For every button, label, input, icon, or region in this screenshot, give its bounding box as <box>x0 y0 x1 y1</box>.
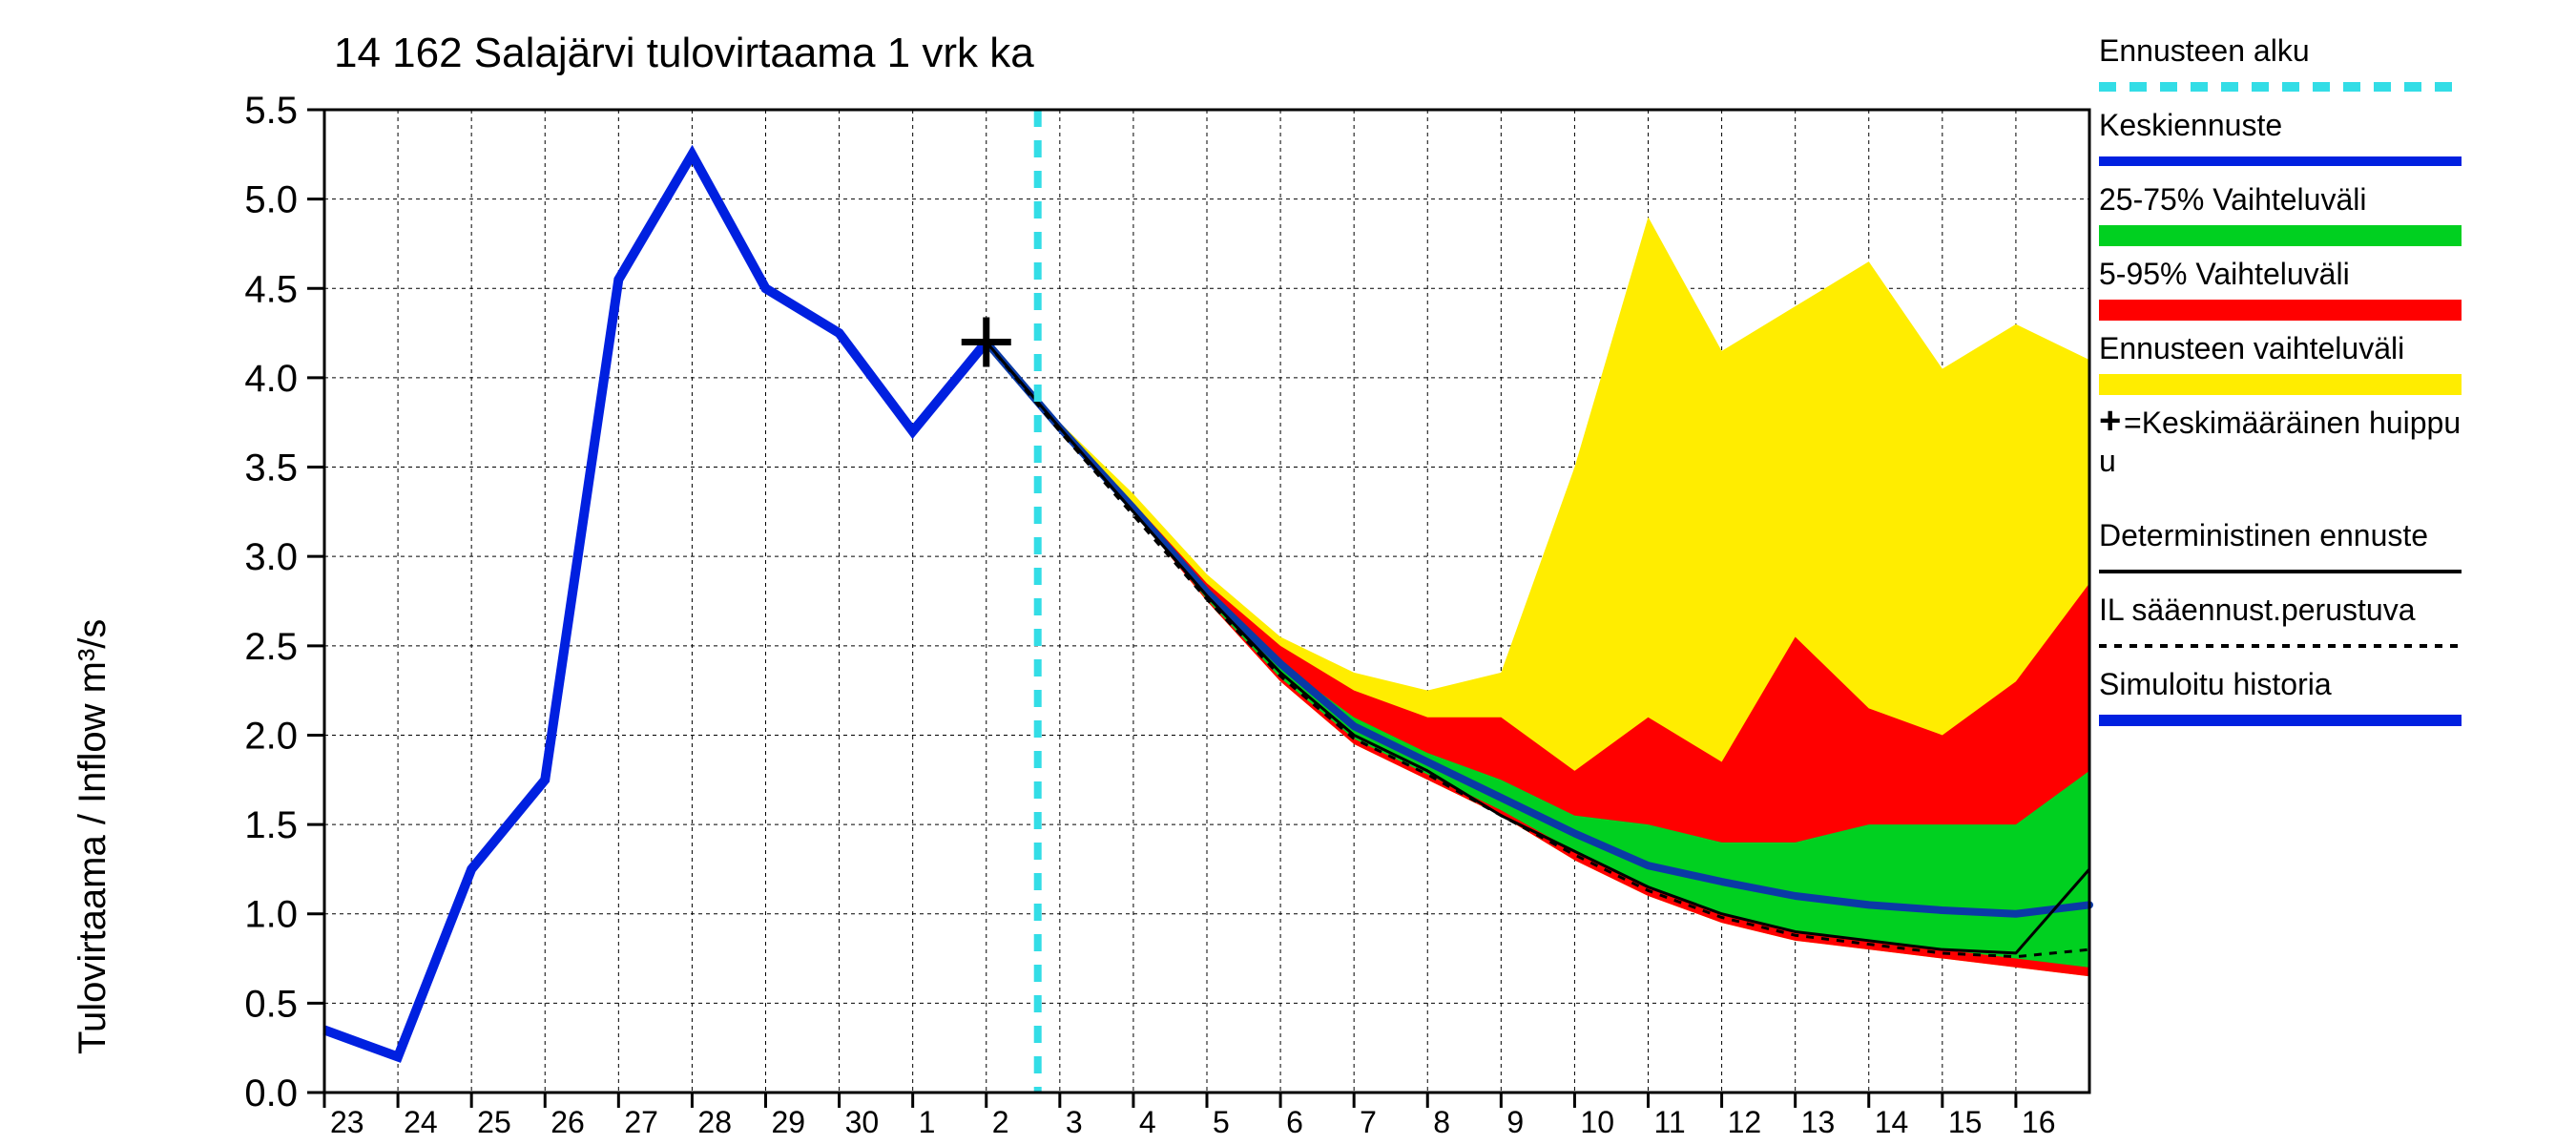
x-tick-label: 27 <box>624 1105 658 1139</box>
x-tick-label: 12 <box>1728 1105 1762 1139</box>
x-tick-label: 10 <box>1580 1105 1614 1139</box>
legend-label: Ennusteen alku <box>2099 33 2310 68</box>
chart-svg: 0.00.51.01.52.02.53.03.54.04.55.05.52324… <box>0 0 2576 1145</box>
x-tick-label: 24 <box>404 1105 438 1139</box>
chart-container: 0.00.51.01.52.02.53.03.54.04.55.05.52324… <box>0 0 2576 1145</box>
legend-label: Simuloitu historia <box>2099 667 2332 701</box>
y-tick-label: 2.5 <box>244 626 298 668</box>
y-tick-label: 5.5 <box>244 90 298 132</box>
legend-label: 5-95% Vaihteluväli <box>2099 257 2350 291</box>
y-tick-label: 5.0 <box>244 179 298 221</box>
legend-label: IL sääennust.perustuva <box>2099 593 2416 627</box>
legend-swatch <box>2099 374 2462 395</box>
legend-swatch <box>2099 225 2462 246</box>
x-tick-label: 29 <box>772 1105 806 1139</box>
legend-label: =Keskimääräinen huippu <box>2124 406 2461 440</box>
x-tick-label: 4 <box>1139 1105 1156 1139</box>
x-tick-label: 23 <box>330 1105 364 1139</box>
legend-label-wrap: u <box>2099 444 2116 478</box>
x-tick-label: 30 <box>845 1105 880 1139</box>
y-axis-title: Tulovirtaama / Inflow m³/s <box>72 619 114 1054</box>
legend-label: Deterministinen ennuste <box>2099 518 2428 552</box>
x-tick-label: 9 <box>1506 1105 1524 1139</box>
x-tick-label: 26 <box>551 1105 585 1139</box>
legend-plus-icon: + <box>2099 400 2121 442</box>
x-tick-label: 8 <box>1433 1105 1450 1139</box>
x-tick-label: 7 <box>1360 1105 1377 1139</box>
y-tick-label: 1.5 <box>244 804 298 846</box>
legend-label: 25-75% Vaihteluväli <box>2099 182 2366 217</box>
x-tick-label: 16 <box>2022 1105 2056 1139</box>
x-tick-label: 1 <box>919 1105 936 1139</box>
x-tick-label: 15 <box>1948 1105 1983 1139</box>
x-tick-label: 13 <box>1801 1105 1836 1139</box>
x-tick-label: 3 <box>1066 1105 1083 1139</box>
legend-label: Ennusteen vaihteluväli <box>2099 331 2404 365</box>
x-tick-label: 28 <box>697 1105 732 1139</box>
x-tick-label: 5 <box>1213 1105 1230 1139</box>
legend-swatch <box>2099 300 2462 321</box>
legend-label: Keskiennuste <box>2099 108 2282 142</box>
y-tick-label: 3.5 <box>244 448 298 489</box>
x-tick-label: 14 <box>1875 1105 1909 1139</box>
y-tick-label: 4.0 <box>244 358 298 400</box>
x-tick-label: 2 <box>992 1105 1009 1139</box>
y-tick-label: 3.0 <box>244 536 298 578</box>
x-tick-label: 11 <box>1654 1105 1686 1139</box>
y-tick-label: 0.5 <box>244 983 298 1025</box>
y-tick-label: 4.5 <box>244 268 298 310</box>
y-tick-label: 1.0 <box>244 894 298 936</box>
x-tick-label: 6 <box>1286 1105 1303 1139</box>
chart-title: 14 162 Salajärvi tulovirtaama 1 vrk ka <box>334 30 1034 76</box>
y-tick-label: 0.0 <box>244 1072 298 1114</box>
x-tick-label: 25 <box>477 1105 511 1139</box>
y-tick-label: 2.0 <box>244 715 298 757</box>
